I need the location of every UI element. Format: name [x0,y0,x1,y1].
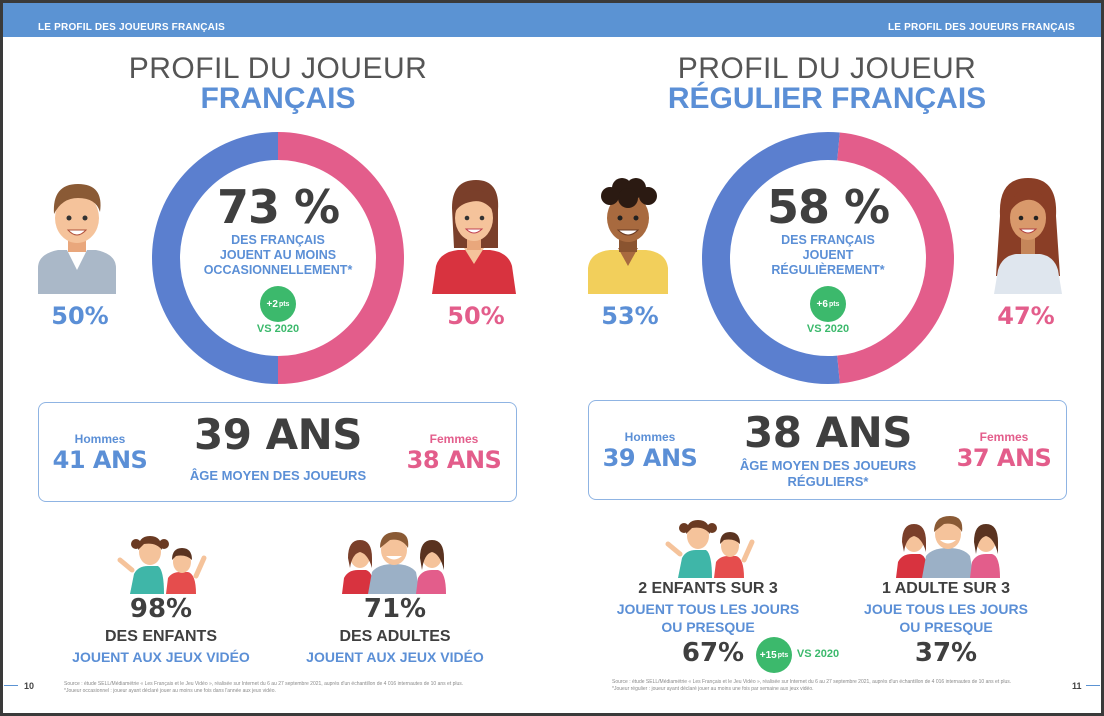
adults-illustration-icon [342,532,446,594]
left-kids-line2: JOUENT AUX JEUX VIDÉO [72,649,250,665]
left-footnote: Source : étude SELL/Médiamétrie « Les Fr… [64,681,464,694]
right-center-pct: 58 % [766,180,890,234]
left-age-sub: ÂGE MOYEN DES JOUEURS [189,468,367,483]
right-age-women-label: Femmes [979,430,1029,444]
children-illustration-icon [117,536,207,594]
left-gender-donut [152,132,404,384]
right-age-men-label: Hommes [624,430,676,444]
left-age-main: 39 ANS [194,410,362,459]
left-adults-pct: 71% [363,594,427,624]
right-men-pct: 53% [601,302,659,330]
left-vs-label: VS 2020 [256,323,300,335]
right-age-box [588,400,1067,500]
right-adults-line1: JOUE TOUS LES JOURS [864,601,1028,617]
right-adults-pct: 37% [914,638,978,668]
left-age-box [38,402,517,502]
left-women-pct: 50% [447,302,505,330]
right-footnote: Source : étude SELL/Médiamétrie « Les Fr… [612,679,1012,692]
woman-avatar-icon [432,180,516,294]
right-kids-change-badge: +15 pts [756,637,792,673]
right-kids-line2: OU PRESQUE [661,619,755,635]
right-gender-donut [702,132,954,384]
donut-segment-female [277,132,404,384]
right-title-line2: RÉGULIER FRANÇAIS [667,82,987,115]
header-bar [3,3,1101,37]
left-center-pct: 73 % [216,180,340,234]
right-page-rule [1086,685,1100,686]
right-age-main: 38 ANS [744,408,912,457]
children-illustration-icon-right [665,520,755,578]
right-center-text: DES FRANÇAIS JOUENT RÉGULIÈREMENT* [771,233,885,277]
left-age-women-value: 38 ANS [406,446,502,474]
left-center-text: DES FRANÇAIS JOUENT AU MOINS OCCASIONNEL… [203,233,353,277]
left-title-line2: FRANÇAIS [200,82,356,115]
right-vs-label: VS 2020 [806,323,850,335]
left-kids-pct: 98% [129,594,193,624]
left-adults-line1: DES ADULTES [339,628,451,645]
donut-segment-male [702,132,840,384]
donut-segment-male [152,132,279,384]
left-age-men-label: Hommes [74,432,126,446]
right-title-line1: PROFIL DU JOUEUR [677,52,977,85]
left-age-men-value: 41 ANS [52,446,148,474]
right-kids-line1: JOUENT TOUS LES JOURS [616,601,800,617]
section-tag-left: LE PROFIL DES JOUEURS FRANÇAIS [38,22,225,33]
left-page-rule [4,685,18,686]
right-women-pct: 47% [997,302,1055,330]
left-men-pct: 50% [51,302,109,330]
left-title-line1: PROFIL DU JOUEUR [128,52,428,85]
right-age-women-value: 37 ANS [956,444,1052,472]
right-kids-line0: 2 ENFANTS SUR 3 [638,580,778,597]
left-age-women-label: Femmes [429,432,479,446]
left-page-number: 10 [24,681,35,691]
left-adults-line2: JOUENT AUX JEUX VIDÉO [306,649,484,665]
left-kids-line1: DES ENFANTS [104,628,217,645]
right-page-number: 11 [1072,681,1082,691]
right-adults-line2: OU PRESQUE [899,619,993,635]
man-curly-avatar-icon [588,178,668,294]
right-adults-line0: 1 ADULTE SUR 3 [881,580,1010,597]
adults-illustration-icon-right [896,516,1000,578]
right-kids-vs-label: VS 2020 [796,648,840,660]
left-change-badge: +2 pts [260,286,296,322]
donut-segment-female [836,132,954,384]
section-tag-right: LE PROFIL DES JOUEURS FRANÇAIS [888,22,1075,33]
right-kids-pct: 67% [681,638,745,668]
man-avatar-icon [38,184,116,294]
right-change-badge: +6 pts [810,286,846,322]
woman-long-hair-avatar-icon [994,178,1062,294]
right-age-sub: ÂGE MOYEN DES JOUEURS RÉGULIERS* [739,458,917,489]
right-age-men-value: 39 ANS [602,444,698,472]
